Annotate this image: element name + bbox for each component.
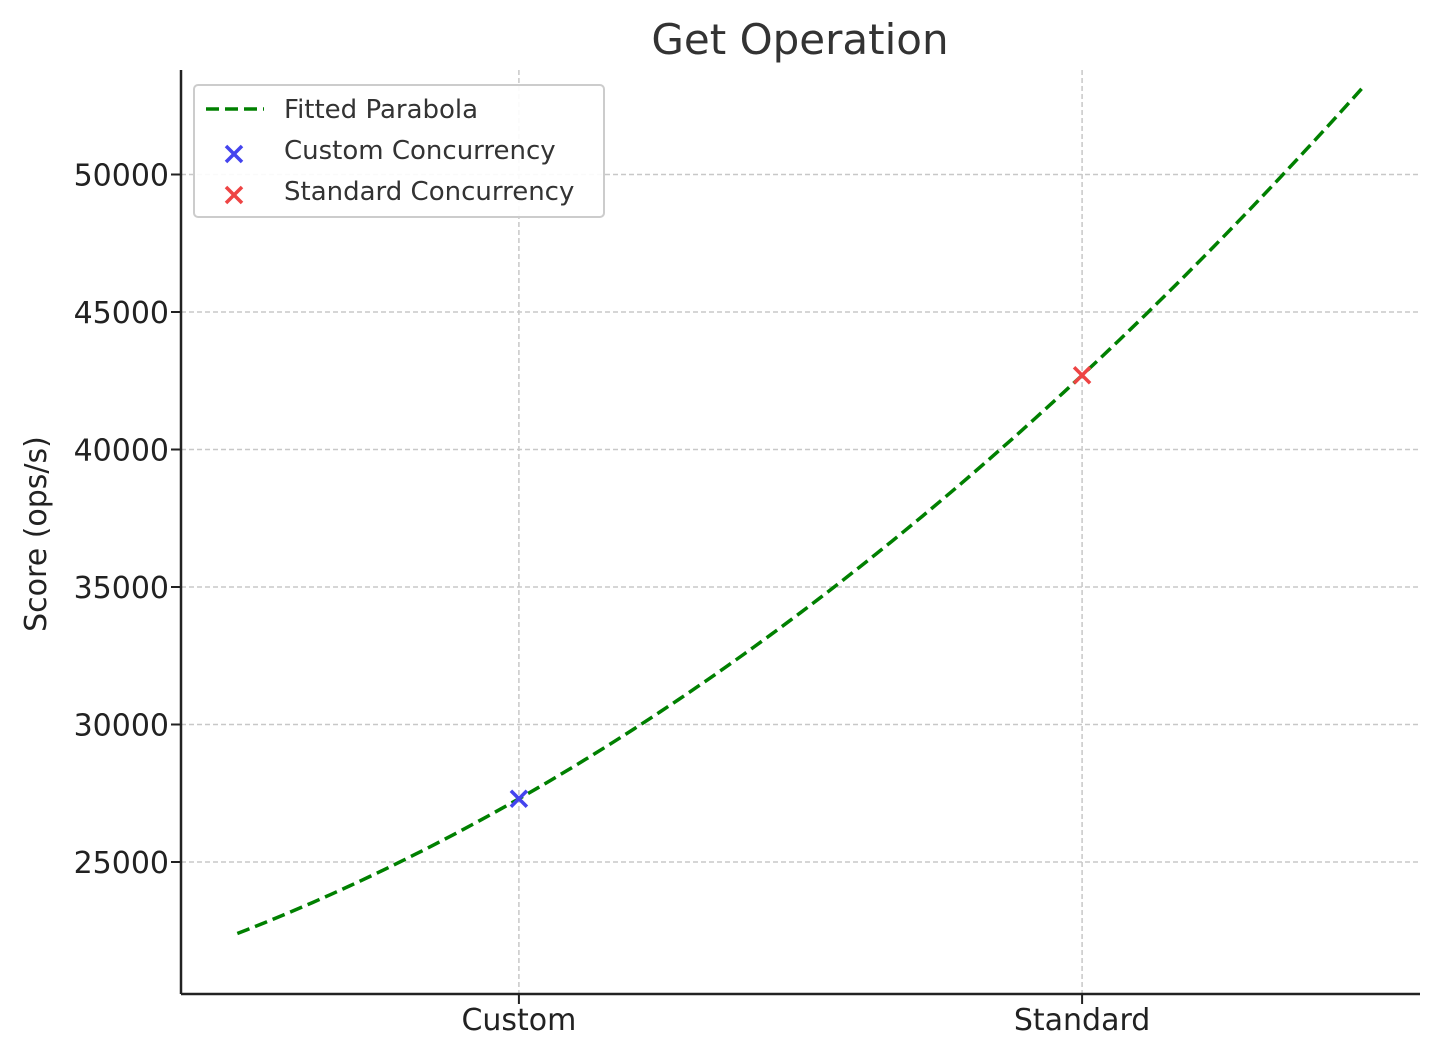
legend-item: Fitted Parabola <box>206 95 478 125</box>
custom-concurrency-point <box>509 789 529 808</box>
x-tick-label: Custom <box>461 1003 576 1038</box>
legend-marker-swatch <box>224 185 244 205</box>
standard-concurrency-point <box>1072 366 1092 385</box>
y-tick-label: 35000 <box>74 571 169 606</box>
y-tick-label: 50000 <box>74 159 169 194</box>
legend-label: Standard Concurrency <box>284 177 574 207</box>
fitted-parabola-line <box>236 85 1365 936</box>
y-tick-label: 30000 <box>74 709 169 744</box>
legend-label: Custom Concurrency <box>284 136 556 166</box>
series-layer <box>236 85 1365 936</box>
y-tick-label: 45000 <box>74 296 169 331</box>
x-tick-label: Standard <box>1014 1003 1150 1038</box>
legend-label: Fitted Parabola <box>284 95 478 125</box>
grid-layer <box>181 70 1420 994</box>
axes-layer <box>179 70 1420 996</box>
legend-item: Custom Concurrency <box>224 136 556 166</box>
chart-title: Get Operation <box>651 15 948 64</box>
legend: Fitted Parabola Custom Concurrency Standar… <box>193 84 605 218</box>
y-tick-label: 40000 <box>74 434 169 469</box>
ticks-layer: 25000 30000 35000 40000 45000 50000 Custom Stan… <box>74 159 1151 1039</box>
legend-box <box>193 84 605 218</box>
legend-item: Standard Concurrency <box>224 177 574 207</box>
legend-marker-swatch <box>224 144 244 164</box>
y-tick-label: 25000 <box>74 846 169 881</box>
y-axis-label: Score (ops/s) <box>19 436 54 632</box>
